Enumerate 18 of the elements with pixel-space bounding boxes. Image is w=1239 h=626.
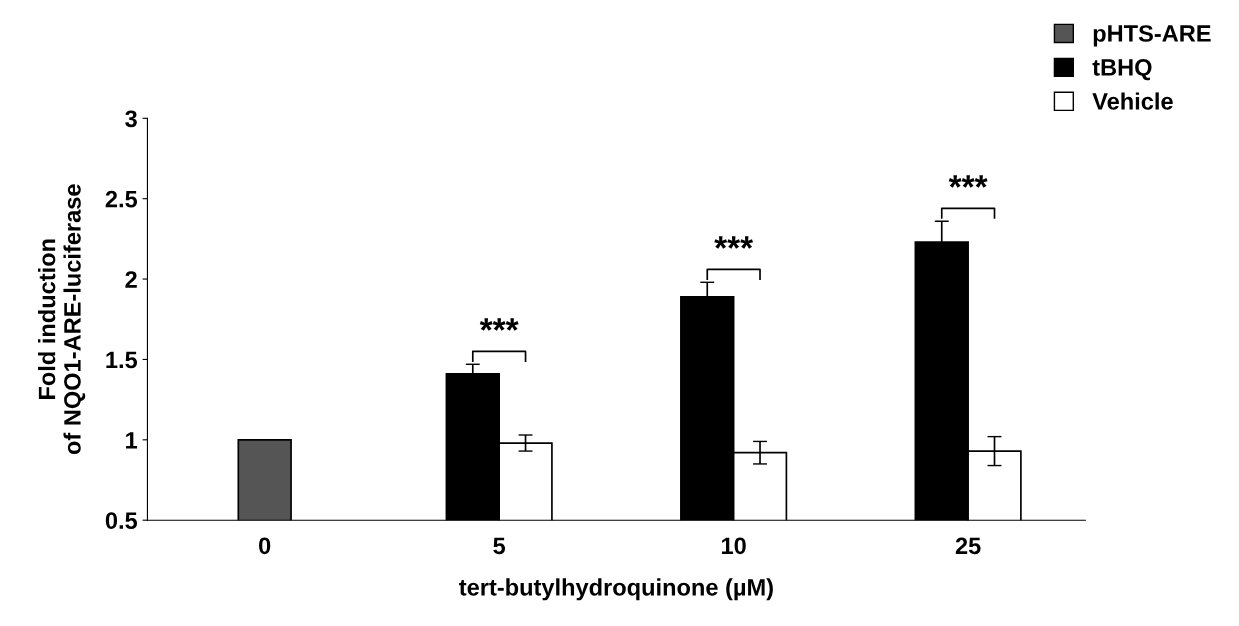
annotation: *** xyxy=(479,318,519,331)
x-axis-title: tert-butylhydroquinone (µM) xyxy=(459,578,773,601)
annotation: *** xyxy=(948,175,988,188)
y-tick-label: 1.5 xyxy=(106,351,138,369)
legend-label: Vehicle xyxy=(1092,92,1173,110)
legend-label: tBHQ xyxy=(1092,59,1152,81)
x-tick-label: 10 xyxy=(722,537,746,555)
x-tick-label: 25 xyxy=(955,537,981,555)
y-tick-label: 0.5 xyxy=(105,512,138,529)
legend-label: pHTS-ARE xyxy=(1093,25,1211,47)
x-tick-label: 5 xyxy=(493,537,506,555)
y-tick-label: 3 xyxy=(125,110,137,128)
y-tick-label: 2.5 xyxy=(105,190,138,208)
x-tick-label: 0 xyxy=(259,537,271,555)
annotation: *** xyxy=(714,236,754,249)
y-tick-label: 1 xyxy=(126,432,138,449)
y-axis-title: Fold induction of NQO1-ARE-luciferase xyxy=(38,184,86,455)
y-tick-label: 2 xyxy=(125,271,137,288)
